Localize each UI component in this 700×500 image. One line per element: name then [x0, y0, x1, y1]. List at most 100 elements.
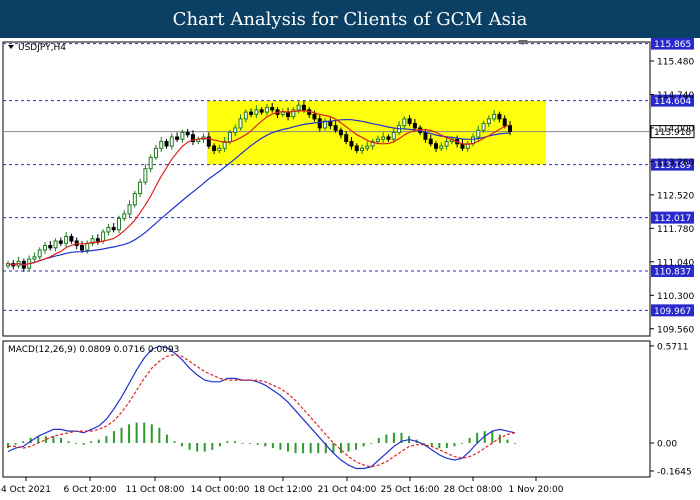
macd-histogram-bar	[135, 422, 138, 443]
current-price-tag	[650, 125, 695, 139]
candle-body	[222, 141, 227, 149]
candle-body	[32, 256, 37, 260]
macd-histogram-bar	[370, 443, 373, 444]
macd-histogram-bar	[294, 443, 297, 454]
x-tick-label: 1 Nov 20:00	[509, 485, 564, 495]
macd-histogram-bar	[355, 443, 358, 450]
macd-y-tick-label: -0.1645	[657, 467, 692, 477]
macd-histogram-bar	[317, 443, 320, 454]
macd-histogram-bar	[445, 443, 448, 449]
macd-histogram-bar	[143, 422, 146, 443]
candle-body	[138, 181, 143, 195]
level-label: 114.604	[654, 97, 691, 107]
macd-histogram-bar	[150, 424, 153, 443]
macd-histogram-bar	[105, 436, 108, 443]
macd-histogram-bar	[203, 443, 206, 452]
candle-body	[365, 145, 370, 149]
candle-body	[344, 134, 349, 143]
candle-body	[175, 136, 180, 140]
macd-histogram-bar	[90, 441, 93, 443]
level-label: 115.865	[654, 40, 691, 50]
candle-body	[212, 145, 217, 152]
candle-body	[90, 238, 95, 244]
candle-body	[508, 125, 512, 133]
x-tick-label: 4 Oct 2021	[1, 485, 51, 495]
candle-body	[238, 118, 243, 129]
candle-body	[153, 147, 158, 158]
candle-body	[143, 168, 148, 183]
macd-histogram-bar	[392, 432, 395, 443]
header-bar: Chart Analysis for Clients of GCM Asia	[0, 0, 700, 38]
macd-histogram-bar	[264, 443, 267, 447]
candle-body	[58, 240, 63, 244]
level-tag	[651, 265, 694, 278]
chart-area: 115.865 114.604 113.189 112.017 110.837 109.9…	[0, 38, 700, 500]
macd-line	[7, 345, 516, 470]
candle-body	[48, 245, 53, 249]
candle-body	[291, 109, 296, 118]
candle-body	[227, 131, 232, 143]
macd-histogram-bar	[279, 443, 282, 450]
macd-histogram-bar	[249, 443, 252, 444]
candle-body	[338, 129, 343, 136]
level-label: 113.189	[654, 161, 691, 171]
macd-histogram-bar	[67, 441, 70, 443]
macd-histogram-bar	[468, 437, 471, 443]
candle-body	[127, 204, 132, 215]
candle-body	[360, 147, 365, 152]
macd-histogram-bar	[286, 443, 289, 452]
current-price-label: 113.918	[654, 128, 691, 138]
candle-body	[264, 107, 269, 113]
macd-histogram-bar	[324, 443, 327, 454]
y-tick-label: 110.300	[657, 292, 694, 302]
candle-body	[259, 109, 264, 113]
candle-body	[286, 111, 291, 118]
candle-body	[69, 235, 74, 242]
macd-histogram-bar	[22, 441, 25, 443]
candle-body	[317, 118, 322, 129]
macd-histogram-bar	[483, 431, 486, 443]
macd-histogram-bar	[37, 436, 40, 443]
macd-histogram-bar	[173, 441, 176, 443]
candle-body	[407, 118, 412, 124]
ma-fast-line	[7, 110, 511, 266]
candle-body	[502, 118, 507, 127]
candle-body	[254, 109, 259, 115]
macd-histogram-bar	[332, 443, 335, 454]
candle-body	[206, 136, 211, 147]
candle-body	[79, 245, 84, 251]
y-tick-label: 109.560	[657, 325, 694, 335]
x-tick-label: 11 Oct 08:00	[126, 485, 185, 495]
candle-body	[375, 138, 380, 143]
macd-histogram-bar	[52, 436, 55, 443]
candle-body	[249, 111, 254, 115]
candle-body	[486, 118, 491, 124]
y-tick-label: 114.740	[657, 91, 694, 101]
macd-histogram-bar	[430, 443, 433, 447]
macd-histogram-bar	[271, 443, 274, 449]
x-tick-label: 18 Oct 12:00	[254, 485, 313, 495]
price-panel	[2, 41, 651, 337]
candle-body	[64, 235, 69, 244]
candle-body	[423, 131, 428, 140]
candle-body	[492, 113, 497, 120]
macd-histogram-bar	[188, 443, 191, 450]
y-tick-label: 111.040	[657, 258, 694, 268]
candle-body	[190, 134, 195, 143]
macd-histogram-bar	[506, 439, 509, 443]
candle-body	[481, 122, 486, 131]
macd-histogram-bar	[241, 443, 244, 444]
candle-body	[370, 141, 375, 147]
candle-body	[497, 113, 502, 120]
candle-body	[243, 111, 248, 120]
macd-histogram-bar	[438, 443, 441, 449]
page-title: Chart Analysis for Clients of GCM Asia	[172, 8, 528, 30]
macd-histogram-bar	[196, 443, 199, 452]
level-label: 109.967	[654, 307, 691, 317]
macd-histogram-bar	[165, 434, 168, 443]
candle-body	[386, 136, 391, 140]
macd-histogram-bar	[181, 443, 184, 447]
macd-histogram-bar	[362, 443, 365, 447]
candle-body	[85, 242, 90, 251]
signal-line	[8, 353, 516, 468]
